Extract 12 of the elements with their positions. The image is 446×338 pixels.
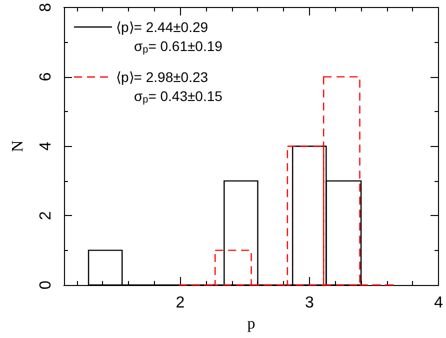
y-tick-label: 0 (38, 280, 54, 290)
y-tick-label: 8 (38, 2, 54, 12)
y-tick-label: 4 (38, 142, 54, 151)
x-tick-label: 3 (304, 294, 314, 312)
y-axis-title: N (10, 140, 26, 152)
y-tick-label: 2 (38, 211, 54, 220)
legend-label: ⟨p⟩= 2.44±0.29 (116, 19, 208, 35)
legend-label: ⟨p⟩= 2.98±0.23 (116, 69, 208, 85)
x-tick-label: 2 (176, 294, 185, 312)
x-axis-title: p (247, 315, 256, 332)
y-tick-label: 6 (38, 72, 54, 82)
x-tick-label: 4 (434, 294, 444, 312)
